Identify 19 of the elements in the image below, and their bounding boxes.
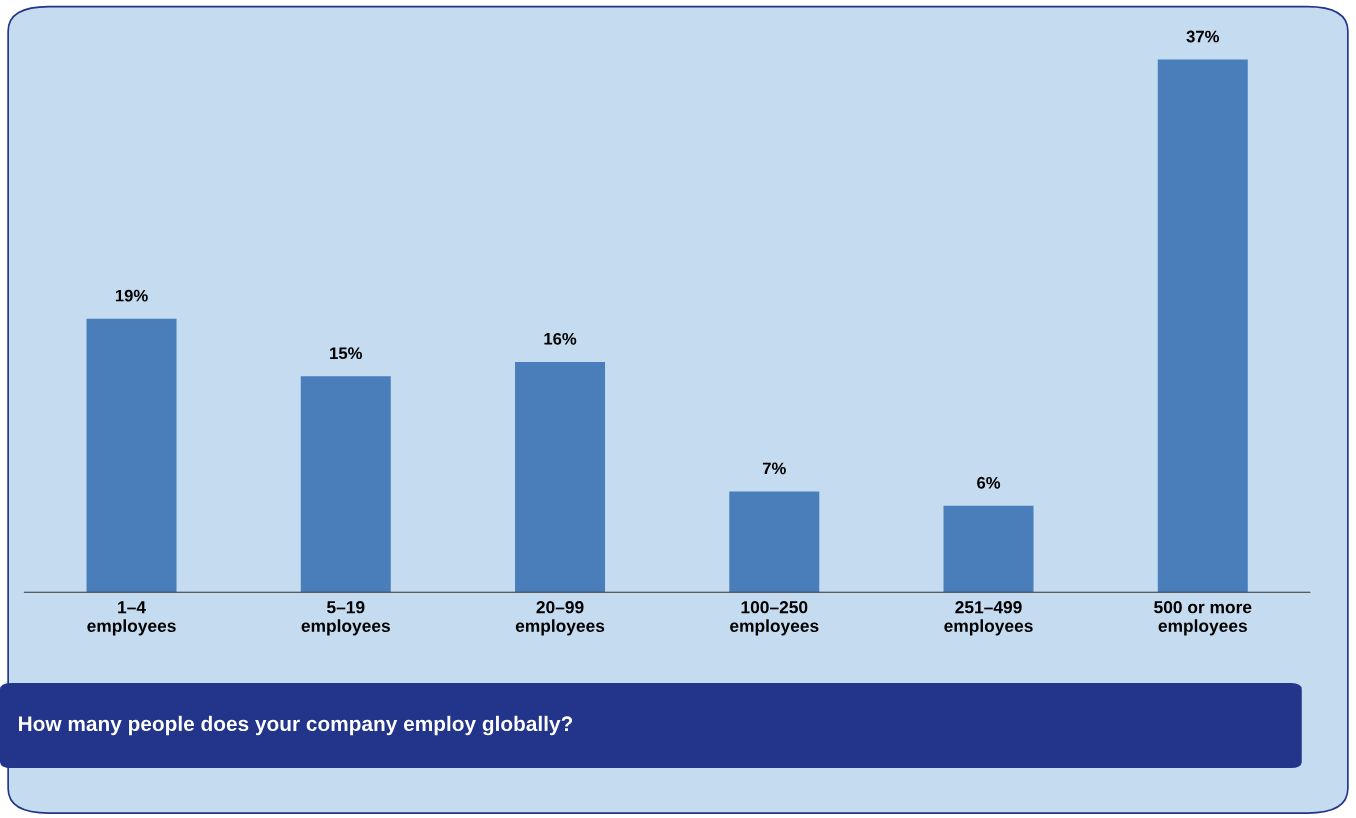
x-tick-label: 100–250 employees <box>730 601 819 636</box>
x-tick-label: 1–4 employees <box>87 601 176 636</box>
x-tick-label: 20–99 employees <box>515 601 605 636</box>
x-tick-label: 5–19 employees <box>301 601 390 636</box>
data-label: 6% <box>977 476 1001 489</box>
data-label: 15% <box>330 347 363 360</box>
bar <box>1157 59 1248 593</box>
bar <box>943 505 1034 593</box>
data-label: 7% <box>762 462 786 475</box>
data-label: 16% <box>544 332 577 345</box>
bar <box>86 318 177 593</box>
bar <box>515 361 606 593</box>
x-tick-label: 500 or more employees <box>1154 601 1252 636</box>
text: How many people does your company employ globally? <box>19 715 573 736</box>
bar <box>300 376 391 593</box>
data-label: 19% <box>115 289 148 302</box>
bar <box>729 491 820 593</box>
data-label: 37% <box>1186 30 1220 43</box>
x-tick-label: 251–499 employees <box>944 601 1033 636</box>
